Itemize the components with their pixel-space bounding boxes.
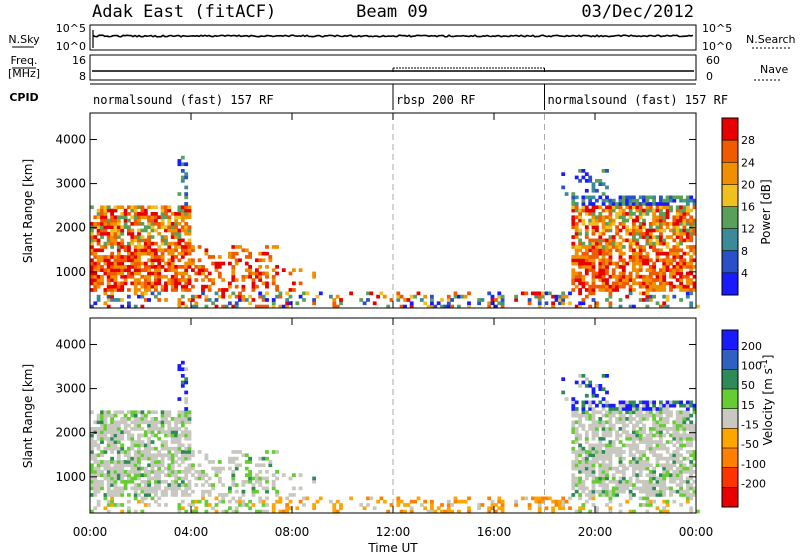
- beam-title: Beam 09: [356, 2, 428, 22]
- time-tick-label: 16:00: [477, 525, 512, 539]
- time-tick-label: 12:00: [376, 525, 411, 539]
- velocity-colorbar-tick: 50: [741, 379, 755, 392]
- nsky-trace-line: [92, 34, 694, 38]
- time-tick-label: 00:00: [679, 525, 714, 539]
- colorbar-swatch: [722, 206, 738, 229]
- date-title: 03/Dec/2012: [581, 2, 694, 22]
- velocity-colorbar-tick: 100: [741, 360, 762, 373]
- velocity-colorbar-tick: -15: [741, 419, 759, 432]
- freq-unit: [MHz]: [8, 67, 40, 80]
- power-colorbar-tick: 24: [741, 156, 755, 169]
- power-colorbar-tick: 8: [741, 245, 748, 258]
- time-tick-label: 08:00: [275, 525, 310, 539]
- nave-tick-bottom: 0: [706, 70, 713, 83]
- colorbar-swatch: [722, 448, 738, 468]
- power-colorbar-tick: 20: [741, 178, 755, 191]
- velocity-colorbar-label: Velocity [m s-1]: [760, 355, 775, 446]
- cpid-segment-label: normalsound (fast) 157 RF: [548, 93, 729, 107]
- nave-label: Nave: [760, 63, 788, 76]
- nsky-tick-top: 10^5: [56, 22, 86, 35]
- power-panel: 1000 2000 3000 4000 Slant Range [km] 4 8 12 16…: [21, 112, 773, 309]
- cpid-label: CPID: [9, 91, 38, 104]
- time-tick-label: 04:00: [174, 525, 209, 539]
- range-tick-label: 1000: [55, 265, 86, 279]
- colorbar-swatch: [722, 330, 738, 350]
- range-tick-label: 3000: [55, 177, 86, 191]
- cpid-segment-label: normalsound (fast) 157 RF: [93, 93, 274, 107]
- velocity-colorbar-tick: -100: [741, 458, 766, 471]
- colorbar-swatch: [722, 467, 738, 488]
- colorbar-swatch: [722, 349, 738, 370]
- velocity-ylabel: Slant Range [km]: [21, 364, 35, 468]
- colorbar-swatch: [722, 118, 738, 141]
- velocity-panel: 1000 2000 3000 4000 Slant Range [km] 200 100…: [21, 317, 775, 514]
- colorbar-swatch: [722, 250, 738, 274]
- freq-label: Freq.: [10, 54, 37, 67]
- colorbar-swatch: [722, 184, 738, 207]
- nsky-tick-bottom: 10^0: [56, 40, 86, 53]
- nsearch-tick-top: 10^5: [702, 22, 732, 35]
- time-tick-label: 00:00: [73, 525, 108, 539]
- power-colorbar-tick: 4: [741, 267, 748, 280]
- power-colorbar-tick: 28: [741, 134, 755, 147]
- range-tick-label: 4000: [55, 132, 86, 146]
- colorbar-swatch: [722, 228, 738, 251]
- range-tick-label: 4000: [55, 337, 86, 351]
- nsearch-tick-bottom: 10^0: [702, 40, 732, 53]
- colorbar-swatch: [722, 272, 738, 296]
- range-tick-label: 3000: [55, 382, 86, 396]
- power-ylabel: Slant Range [km]: [21, 159, 35, 263]
- range-tick-label: 2000: [55, 426, 86, 440]
- velocity-colorbar-tick: 200: [741, 340, 762, 353]
- time-axis-label: Time UT: [367, 541, 418, 554]
- nsky-label: N.Sky: [8, 33, 40, 46]
- freq-tick-top: 16: [72, 54, 86, 67]
- freq-tick-bottom: 8: [79, 70, 86, 83]
- range-tick-label: 1000: [55, 470, 86, 484]
- power-colorbar-label: Power [dB]: [759, 179, 773, 244]
- cpid-row: CPID normalsound (fast) 157 RF rbsp 200 R…: [9, 83, 729, 110]
- range-tick-label: 2000: [55, 221, 86, 235]
- nave-tick-top: 60: [706, 54, 720, 67]
- power-colorbar-tick: 12: [741, 223, 755, 236]
- cpid-segment-label: rbsp 200 RF: [396, 93, 475, 107]
- colorbar-swatch: [722, 428, 738, 449]
- time-tick-label: 20:00: [578, 525, 613, 539]
- nsky-panel: N.Sky 10^5 10^0 10^5 10^0 N.Search: [8, 22, 795, 53]
- colorbar-swatch: [722, 487, 738, 508]
- velocity-colorbar-tick: 15: [741, 399, 755, 412]
- freq-panel: Freq. [MHz] 16 8 60 0 Nave: [8, 54, 789, 83]
- colorbar-swatch: [722, 140, 738, 163]
- power-colorbar-tick: 16: [741, 201, 755, 214]
- velocity-colorbar-tick: -200: [741, 478, 766, 491]
- colorbar-swatch: [722, 162, 738, 185]
- colorbar-swatch: [722, 389, 738, 409]
- nsearch-label: N.Search: [746, 33, 796, 46]
- colorbar-swatch: [722, 408, 738, 429]
- colorbar-swatch: [722, 369, 738, 390]
- velocity-colorbar-tick: -50: [741, 438, 759, 451]
- station-title: Adak East (fitACF): [92, 2, 276, 22]
